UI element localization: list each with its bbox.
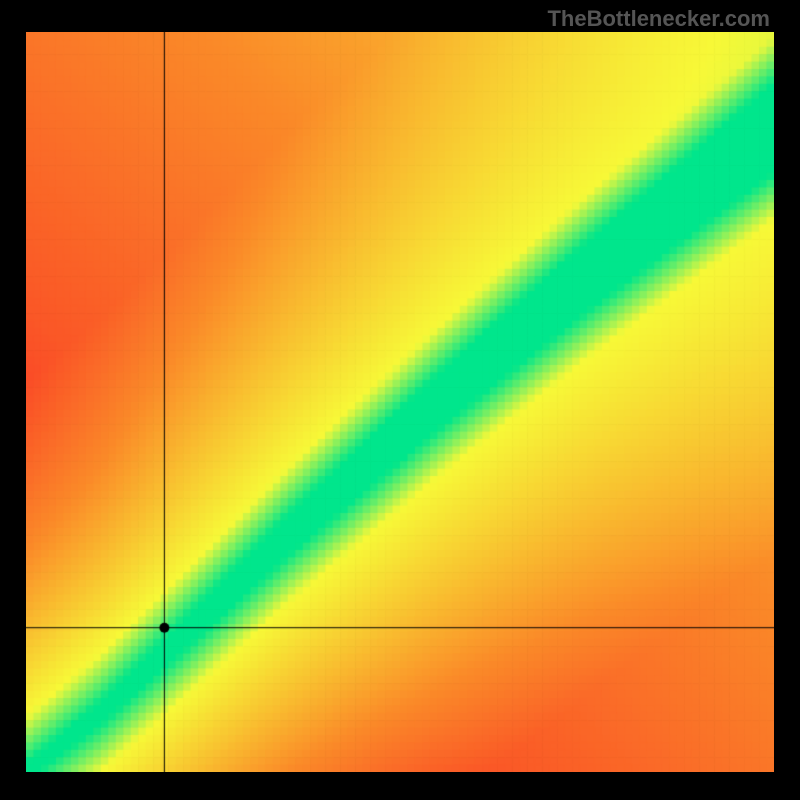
- chart-container: TheBottlenecker.com: [0, 0, 800, 800]
- bottleneck-heatmap: [26, 32, 774, 772]
- watermark-text: TheBottlenecker.com: [547, 6, 770, 32]
